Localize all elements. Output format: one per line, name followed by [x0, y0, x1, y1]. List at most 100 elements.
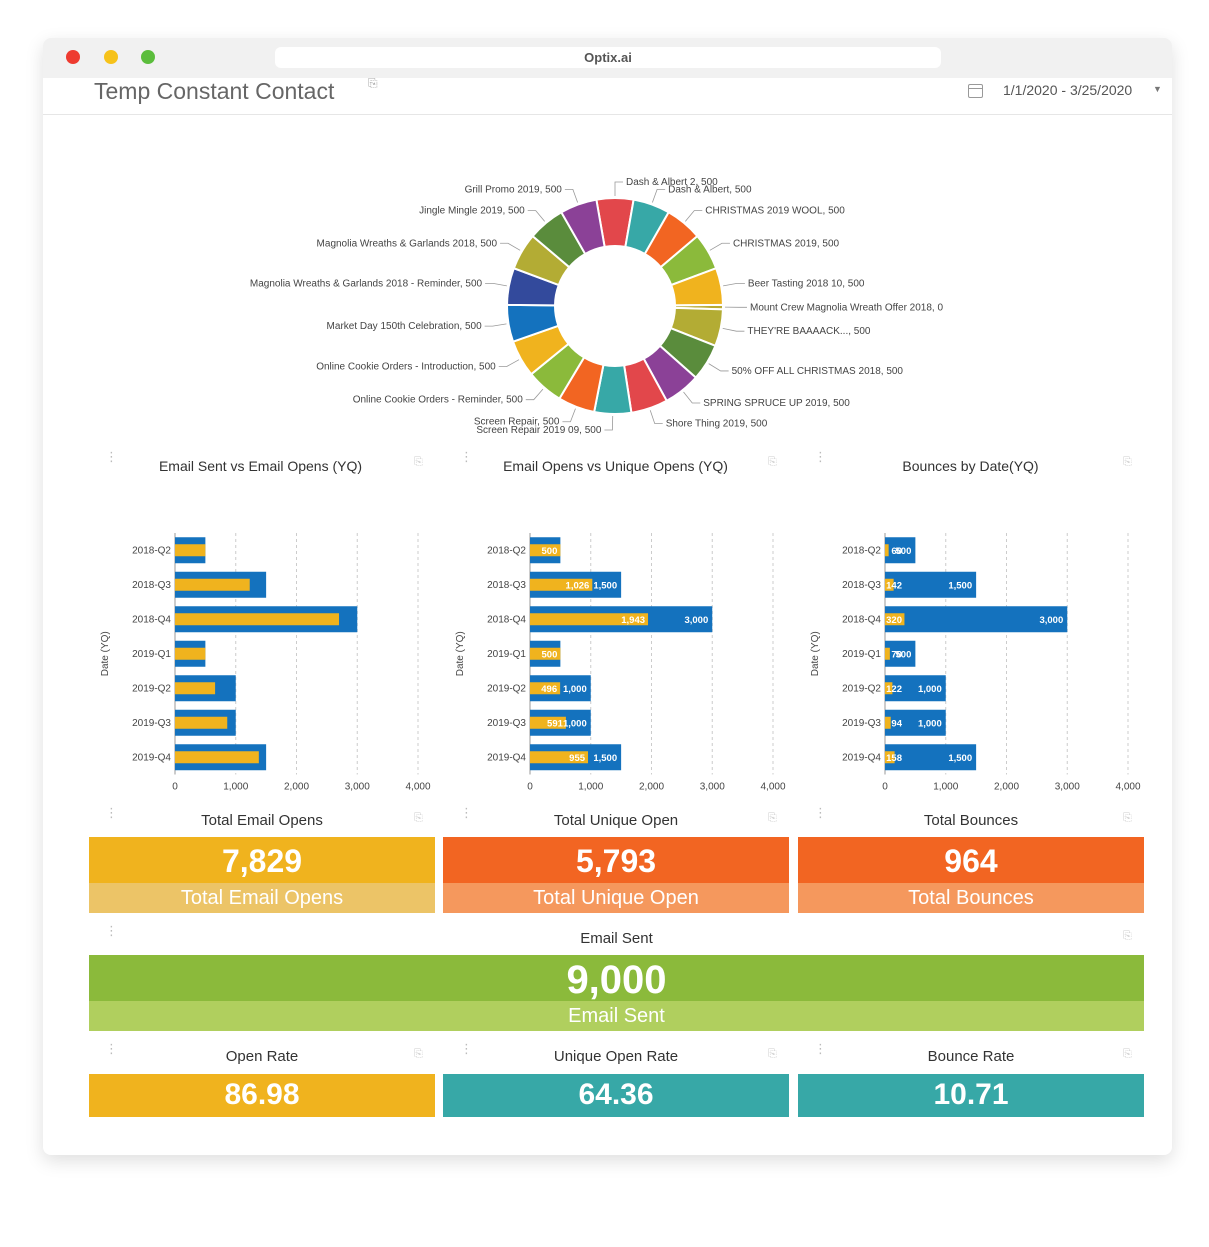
- x-tick-label: 3,000: [345, 782, 370, 793]
- donut-leader-line: [498, 359, 520, 367]
- lock-icon: ⎘: [414, 1048, 423, 1060]
- calendar-icon[interactable]: [968, 84, 983, 98]
- y-tick-label: 2018-Q2: [842, 545, 881, 556]
- y-tick-label: 2019-Q1: [842, 649, 881, 660]
- y-tick-label: 2019-Q3: [842, 718, 881, 729]
- bar-secondary: [530, 544, 561, 557]
- y-tick-label: 2018-Q2: [132, 545, 171, 556]
- bar-secondary: [885, 544, 889, 557]
- bar-secondary-label: 1,026: [566, 580, 590, 591]
- bar-primary-label: 1,000: [918, 684, 942, 695]
- donut-label: Market Day 150th Celebration, 500: [327, 321, 483, 332]
- lock-icon: ⎘: [414, 812, 423, 824]
- donut-leader-line: [527, 210, 545, 222]
- donut-leader-line: [709, 242, 730, 251]
- y-tick-label: 2018-Q2: [487, 545, 526, 556]
- share-icon[interactable]: ⎘: [368, 76, 378, 90]
- donut-leader-line: [564, 188, 578, 203]
- y-tick-label: 2019-Q2: [487, 683, 526, 694]
- drag-handle-icon[interactable]: ⋮: [814, 449, 827, 464]
- drag-handle-icon[interactable]: ⋮: [460, 1041, 473, 1056]
- drag-handle-icon[interactable]: ⋮: [105, 923, 118, 938]
- kpi-unique-title: Total Unique Open: [553, 812, 679, 829]
- kpi-bounce-rate: 10.71: [798, 1074, 1144, 1117]
- lock-icon: ⎘: [414, 456, 423, 468]
- bar-primary-label: 1,500: [593, 753, 617, 764]
- drag-handle-icon[interactable]: ⋮: [814, 805, 827, 820]
- donut-label: Mount Crew Magnolia Wreath Offer 2018, 0: [750, 302, 944, 313]
- x-tick-label: 3,000: [1055, 782, 1080, 793]
- bar-primary-label: 1,500: [593, 580, 617, 591]
- bar-secondary: [530, 716, 566, 729]
- lock-icon: ⎘: [768, 456, 777, 468]
- bar-secondary-label: 70: [891, 649, 902, 660]
- bar-secondary: [175, 613, 340, 626]
- donut-label: CHRISTMAS 2019 WOOL, 500: [705, 206, 845, 217]
- bar-secondary-label: 496: [541, 684, 557, 695]
- bar-secondary: [175, 647, 206, 660]
- donut-label: Online Cookie Orders - Introduction, 500: [316, 362, 496, 373]
- kpi-sent-subtitle: Email Sent: [89, 1001, 1144, 1031]
- x-tick-label: 1,000: [578, 782, 603, 793]
- chevron-down-icon[interactable]: ▼: [1153, 84, 1162, 94]
- bar-primary: [885, 606, 1068, 633]
- kpi-bounces-value: 964: [944, 843, 998, 879]
- lock-icon: ⎘: [768, 1048, 777, 1060]
- bar-primary: [885, 709, 946, 736]
- bar-secondary-label: 320: [886, 615, 902, 626]
- bar-primary-label: 1,500: [948, 580, 972, 591]
- bar-secondary-label: 158: [886, 753, 902, 764]
- y-tick-label: 2019-Q1: [487, 649, 526, 660]
- drag-handle-icon[interactable]: ⋮: [814, 1041, 827, 1056]
- minimize-window-button[interactable]: [104, 50, 118, 64]
- donut-leader-line: [683, 391, 701, 404]
- bar-secondary: [530, 578, 593, 591]
- kpi-unique-rate-value: 64.36: [578, 1078, 654, 1111]
- maximize-window-button[interactable]: [141, 50, 155, 64]
- kpi-sent-value: 9,000: [566, 958, 667, 1002]
- bar-primary-label: 500: [896, 546, 912, 557]
- donut-label: Grill Promo 2019, 500: [465, 184, 563, 195]
- y-tick-label: 2019-Q4: [487, 752, 526, 763]
- drag-handle-icon[interactable]: ⋮: [460, 449, 473, 464]
- bar-primary-label: 1,000: [563, 684, 587, 695]
- drag-handle-icon[interactable]: ⋮: [460, 805, 473, 820]
- bar-secondary: [885, 647, 890, 660]
- kpi-total-unique-open: 5,793 Total Unique Open: [443, 837, 789, 913]
- x-tick-label: 0: [172, 782, 178, 793]
- opens-vs-unique-chart: 0 1,000 2,000 3,000 4,000 Date (YQ) 2018-Q2 500…: [455, 533, 786, 793]
- bar-secondary: [530, 751, 589, 764]
- y-tick-label: 2019-Q4: [842, 752, 881, 763]
- bar-secondary: [885, 751, 895, 764]
- y-tick-label: 2018-Q4: [842, 614, 881, 625]
- y-tick-label: 2019-Q3: [487, 718, 526, 729]
- bar-primary: [885, 675, 946, 702]
- y-tick-label: 2019-Q3: [132, 718, 171, 729]
- kpi-opens-value: 7,829: [221, 843, 303, 879]
- drag-handle-icon[interactable]: ⋮: [105, 805, 118, 820]
- bar-secondary: [175, 751, 259, 764]
- lock-icon: ⎘: [768, 812, 777, 824]
- drag-handle-icon[interactable]: ⋮: [105, 1041, 118, 1056]
- donut-leader-line: [685, 210, 703, 222]
- donut-leader-line: [652, 188, 666, 203]
- bar-secondary-label: 955: [569, 753, 586, 764]
- url-bar[interactable]: Optix.ai: [275, 47, 941, 68]
- bar-secondary: [530, 647, 561, 660]
- app-window: Optix.ai Temp Constant Contact ⎘ 1/1/202…: [43, 38, 1172, 1155]
- donut-label: THEY'RE BAAAACK..., 500: [747, 326, 871, 337]
- donut-label: Shore Thing 2019, 500: [666, 418, 768, 429]
- bar-secondary: [175, 716, 228, 729]
- y-tick-label: 2018-Q3: [487, 580, 526, 591]
- bar-primary-label: 3,000: [1039, 615, 1063, 626]
- close-window-button[interactable]: [66, 50, 80, 64]
- bar-secondary: [885, 578, 894, 591]
- date-range-picker[interactable]: 1/1/2020 - 3/25/2020: [1003, 82, 1133, 98]
- bar-primary-label: 1,000: [563, 718, 587, 729]
- donut-leader-line: [708, 363, 729, 372]
- drag-handle-icon[interactable]: ⋮: [105, 449, 118, 464]
- lock-icon: ⎘: [1123, 456, 1132, 468]
- chart3-title: Bounces by Date(YQ): [902, 458, 1039, 474]
- y-tick-label: 2019-Q2: [842, 683, 881, 694]
